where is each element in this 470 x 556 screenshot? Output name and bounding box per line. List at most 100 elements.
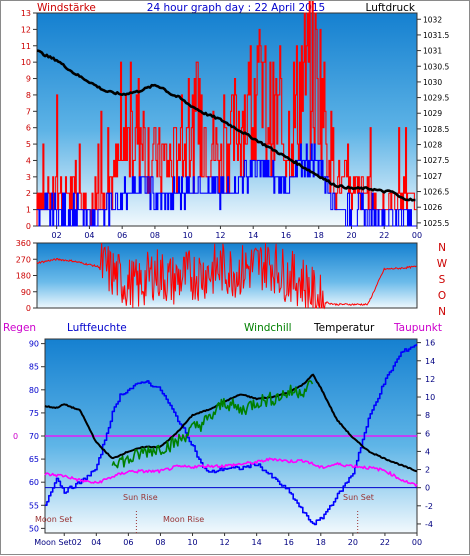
series-line-temperatur <box>44 373 418 473</box>
humidity-tick-label: 60 <box>29 478 39 487</box>
pressure-tick-label: 1028.5 <box>423 125 449 134</box>
wind-tick-label: 6 <box>26 124 31 133</box>
pressure-tick-label: 1026 <box>423 203 442 212</box>
direction-tick-label: 270 <box>16 255 31 264</box>
temperature-tick-label: 2 <box>425 466 430 475</box>
legend-regen: Regen <box>3 322 36 334</box>
bottom-hour-tick-label: 18 <box>316 538 326 547</box>
wind-tick-label: 0 <box>26 222 31 231</box>
wind-direction-marks <box>36 242 417 310</box>
humidity-tick-label: 50 <box>29 524 39 533</box>
top-hour-tick-label: 08 <box>150 231 160 240</box>
humidity-tick-label: 80 <box>29 386 39 395</box>
direction-tick-label: 0 <box>26 304 31 313</box>
pressure-tick-label: 1025.5 <box>423 219 449 228</box>
pressure-tick-label: 1030 <box>423 78 442 87</box>
temperature-tick-label: -4 <box>425 520 433 529</box>
top-hour-tick-label: 22 <box>379 231 389 240</box>
bottom-hour-tick-label: 22 <box>380 538 390 547</box>
temperature-tick-label: 6 <box>425 429 430 438</box>
annotation-sun-rise: Sun Rise <box>123 493 158 502</box>
wind-tick-label: 4 <box>26 156 31 165</box>
temperature-tick-label: 16 <box>425 339 435 348</box>
series-line-windchill <box>111 380 314 469</box>
top-hour-tick-label: 10 <box>183 231 193 240</box>
bottom-hour-tick-label: 16 <box>284 538 294 547</box>
direction-tick-label: 90 <box>21 288 31 297</box>
legend-taupunkt: Taupunkt <box>393 322 442 334</box>
pressure-tick-label: 1030.5 <box>423 62 449 71</box>
wind-pressure-axes: 13121110987654321010321031.510311030.510… <box>21 9 450 240</box>
temperature-tick-label: 10 <box>425 393 435 402</box>
wind-tick-label: 13 <box>21 9 31 18</box>
compass-label: S <box>439 274 446 286</box>
temperature-tick-label: 0 <box>425 484 430 493</box>
wind-tick-label: 9 <box>26 75 31 84</box>
temperature-tick-label: -2 <box>425 502 433 511</box>
annotation-sun-set: Sun Set <box>343 493 374 502</box>
pressure-tick-label: 1026.5 <box>423 188 449 197</box>
temperature-tick-label: 12 <box>425 375 435 384</box>
chart-title: 24 hour graph day : 22 April 2015 <box>147 2 325 14</box>
annotation-moon-set: Moon Set <box>35 515 72 524</box>
wind-direction-plot-area <box>36 242 418 309</box>
pressure-tick-label: 1031.5 <box>423 31 449 40</box>
wind-tick-label: 12 <box>21 25 31 34</box>
bottom-hour-tick-label: Moon Set02 <box>34 538 82 547</box>
humidity-tick-label: 90 <box>29 340 39 349</box>
bottom-hour-tick-label: 10 <box>187 538 197 547</box>
humidity-tick-label: 55 <box>29 501 39 510</box>
wind-axis-title: Windstärke <box>37 2 96 14</box>
bottom-hour-tick-label: 08 <box>155 538 165 547</box>
top-hour-tick-label: 18 <box>314 231 324 240</box>
top-hour-tick-label: 06 <box>117 231 127 240</box>
wind-tick-label: 11 <box>21 42 31 51</box>
top-hour-tick-label: 00 <box>412 231 422 240</box>
pressure-tick-label: 1028 <box>423 141 442 150</box>
bottom-hour-tick-label: 14 <box>252 538 262 547</box>
humidity-tick-label: 85 <box>29 363 39 372</box>
legend-windchill: Windchill <box>244 322 292 334</box>
compass-label: W <box>437 258 448 270</box>
pressure-tick-label: 1027.5 <box>423 156 449 165</box>
wind-direction-line <box>36 242 417 310</box>
wind-tick-label: 7 <box>26 107 31 116</box>
wind-average-trace <box>37 143 417 227</box>
pressure-tick-label: 1031 <box>423 47 442 56</box>
pressure-tick-label: 1029 <box>423 109 442 118</box>
top-hour-tick-label: 20 <box>346 231 356 240</box>
pressure-axis-title: Luftdruck <box>366 2 416 14</box>
direction-tick-label: 360 <box>16 239 31 248</box>
compass-label: N <box>438 306 446 318</box>
wind-tick-label: 5 <box>26 140 31 149</box>
top-hour-tick-label: 14 <box>248 231 258 240</box>
bottom-hour-tick-label: 20 <box>348 538 358 547</box>
top-hour-tick-label: 04 <box>84 231 94 240</box>
direction-tick-label: 180 <box>16 272 31 281</box>
pressure-tick-label: 1027 <box>423 172 442 181</box>
bottom-hour-tick-label: 04 <box>91 538 101 547</box>
wind-tick-label: 3 <box>26 173 31 182</box>
wind-tick-label: 1 <box>26 206 31 215</box>
wind-tick-label: 10 <box>21 58 31 67</box>
wind-pressure-marks <box>36 1 417 227</box>
top-hour-tick-label: 16 <box>281 231 291 240</box>
humidity-temperature-marks: Moon Set Sun Rise Moon Rise Sun Set <box>35 344 418 533</box>
humidity-tick-label: 75 <box>29 409 39 418</box>
legend-luftfeuchte: Luftfeuchte <box>67 322 127 334</box>
top-hour-tick-label: 02 <box>52 231 62 240</box>
wind-tick-label: 8 <box>26 91 31 100</box>
regen-zero-label: 0 <box>13 432 18 441</box>
temperature-tick-label: 14 <box>425 357 435 366</box>
temperature-tick-label: 4 <box>425 447 430 456</box>
bottom-hour-tick-label: 06 <box>123 538 133 547</box>
annotation-moon-rise: Moon Rise <box>163 515 204 524</box>
humidity-tick-label: 70 <box>29 432 39 441</box>
humidity-tick-label: 65 <box>29 455 39 464</box>
wind-tick-label: 2 <box>26 189 31 198</box>
series-line-taupunkt <box>44 457 418 487</box>
bottom-hour-tick-label: 12 <box>219 538 229 547</box>
top-hour-tick-label: 12 <box>215 231 225 240</box>
